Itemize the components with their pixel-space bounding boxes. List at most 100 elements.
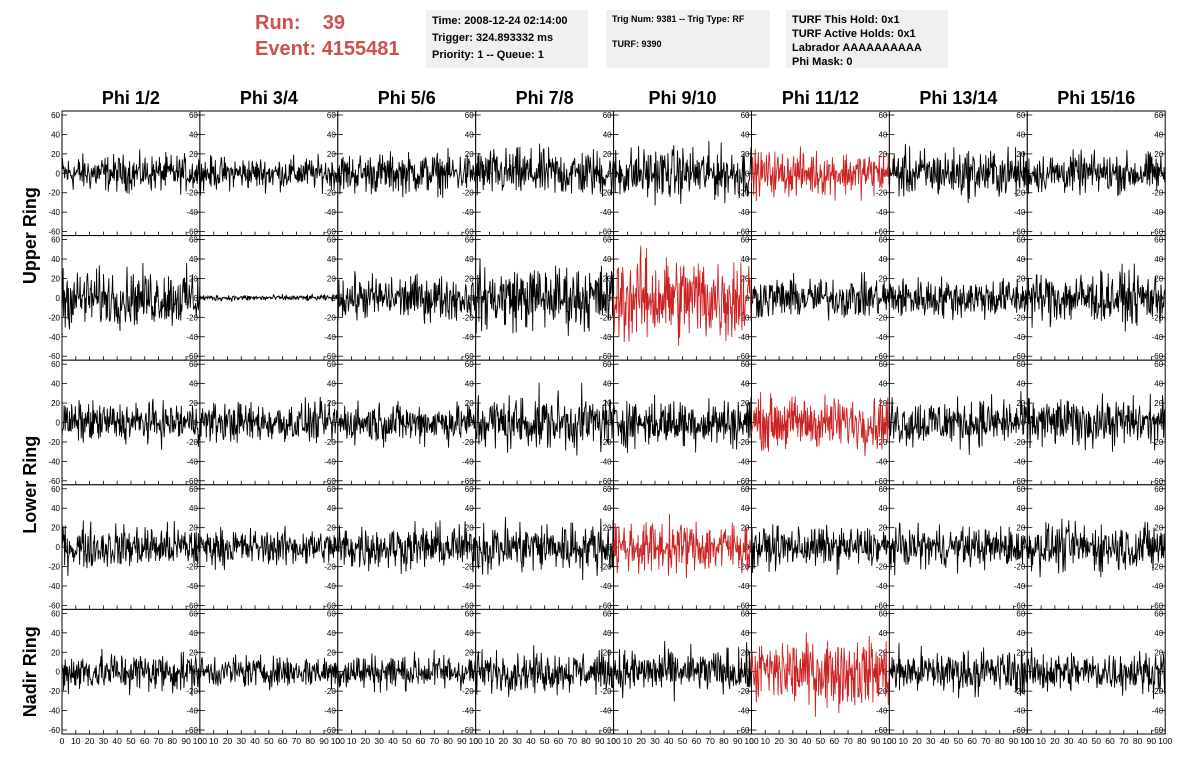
y-tick-label-right: 60 — [189, 485, 198, 494]
time-text: Time: 2008-12-24 02:14:00 — [432, 15, 568, 27]
x-tick-label: 10 — [71, 736, 81, 746]
y-tick-label-right: -20 — [600, 313, 612, 322]
x-tick-label: 20 — [774, 736, 784, 746]
y-tick-label-right: -40 — [600, 707, 612, 716]
y-tick-label-right: -40 — [876, 208, 888, 217]
phi-mask-text: Phi Mask: 0 — [792, 56, 853, 68]
y-tick-label-right: 40 — [603, 629, 612, 638]
y-tick-label-right: -60 — [186, 477, 198, 486]
y-tick-label-right: -20 — [1014, 313, 1026, 322]
y-tick-label-right: 60 — [603, 111, 612, 120]
y-tick-label-right: -40 — [738, 457, 750, 466]
y-tick-label-right: 20 — [878, 274, 887, 283]
y-tick-label-right: 60 — [741, 360, 750, 369]
y-tick-label-right: 60 — [327, 111, 336, 120]
y-tick-label-right: 20 — [603, 648, 612, 657]
y-tick-label-left: 20 — [51, 524, 60, 533]
ring-label: Lower Ring — [20, 436, 40, 534]
y-tick-label-right: -20 — [324, 313, 336, 322]
y-tick-label-right: 40 — [1016, 504, 1025, 513]
y-tick-label-right: 40 — [741, 629, 750, 638]
y-tick-label-right: -40 — [738, 707, 750, 716]
x-tick-label: 80 — [168, 736, 178, 746]
x-tick-label: 50 — [126, 736, 136, 746]
y-tick-label-right: -60 — [876, 477, 888, 486]
x-tick-label: 20 — [223, 736, 233, 746]
x-tick-label: 60 — [416, 736, 426, 746]
y-tick-label-right: -60 — [186, 228, 198, 237]
y-tick-label-right: -20 — [462, 687, 474, 696]
y-tick-label-left: -20 — [48, 563, 60, 572]
y-tick-label-right: 60 — [1154, 236, 1163, 245]
y-tick-label-left: -60 — [48, 601, 60, 610]
run-value: 39 — [322, 12, 346, 34]
waveform-trace — [475, 645, 615, 697]
y-tick-label-right: -60 — [462, 726, 474, 735]
y-tick-label-left: 0 — [56, 668, 61, 677]
y-tick-label-right: 20 — [878, 524, 887, 533]
y-tick-label-right: 40 — [327, 130, 336, 139]
y-tick-label-right: -40 — [186, 333, 198, 342]
y-tick-label-right: -20 — [738, 687, 750, 696]
y-tick-label-left: 20 — [51, 274, 60, 283]
x-tick-label: 100 — [1158, 736, 1172, 746]
y-tick-label-right: 60 — [189, 609, 198, 618]
y-tick-label-right: 40 — [327, 629, 336, 638]
y-tick-label-left: -40 — [48, 457, 60, 466]
waveform-trace — [751, 524, 890, 575]
waveform-trace — [751, 146, 890, 202]
y-tick-label-right: -40 — [1152, 208, 1164, 217]
y-tick-label-right: 40 — [1016, 629, 1025, 638]
waveform-trace — [199, 654, 339, 691]
x-tick-label: 60 — [967, 736, 977, 746]
waveform-trace — [475, 259, 615, 337]
x-tick-label: 20 — [85, 736, 95, 746]
y-tick-label-left: 0 — [56, 294, 61, 303]
y-tick-label-right: -60 — [324, 352, 336, 361]
x-tick-label: 100 — [331, 736, 345, 746]
x-tick-label: 0 — [473, 736, 478, 746]
y-tick-label-right: 60 — [741, 609, 750, 618]
y-tick-label-right: -60 — [876, 352, 888, 361]
y-tick-label-right: -40 — [876, 457, 888, 466]
y-tick-label-right: -40 — [738, 582, 750, 591]
y-tick-label-right: 20 — [1154, 648, 1163, 657]
x-tick-label: 30 — [788, 736, 798, 746]
x-tick-label: 30 — [512, 736, 522, 746]
y-tick-label-left: 40 — [51, 255, 60, 264]
y-tick-label-right: 40 — [465, 380, 474, 389]
y-tick-label-right: 60 — [189, 236, 198, 245]
y-tick-label-left: -20 — [48, 438, 60, 447]
y-tick-label-right: 20 — [189, 648, 198, 657]
y-tick-label-right: -20 — [600, 687, 612, 696]
panel-frame — [475, 235, 615, 361]
y-tick-label-right: 40 — [465, 255, 474, 264]
y-tick-label-right: -40 — [738, 333, 750, 342]
trig-num-text: Trig Num: 9381 -- Trig Type: RF — [612, 14, 745, 24]
panel-frame — [613, 235, 752, 361]
column-header: Phi 11/12 — [782, 88, 859, 108]
column-header: Phi 5/6 — [378, 88, 436, 108]
x-tick-label: 50 — [816, 736, 826, 746]
x-tick-label: 50 — [678, 736, 688, 746]
y-tick-label-right: -40 — [876, 582, 888, 591]
y-tick-label-right: 20 — [1016, 274, 1025, 283]
y-tick-label-right: -60 — [324, 228, 336, 237]
y-tick-label-right: -60 — [1014, 477, 1026, 486]
y-tick-label-left: 0 — [56, 419, 61, 428]
waveform-trace — [613, 514, 752, 579]
y-tick-label-right: -20 — [462, 563, 474, 572]
y-tick-label-right: -60 — [186, 601, 198, 610]
y-tick-label-left: 40 — [51, 380, 60, 389]
x-tick-label: 10 — [623, 736, 633, 746]
y-tick-label-right: -20 — [1152, 313, 1164, 322]
y-tick-label-right: 40 — [741, 380, 750, 389]
waveform-trace — [888, 390, 1028, 455]
y-tick-label-right: 60 — [1154, 360, 1163, 369]
waveform-trace — [337, 270, 477, 324]
x-tick-label: 30 — [1064, 736, 1074, 746]
waveform-trace — [337, 147, 477, 199]
x-tick-label: 50 — [540, 736, 550, 746]
x-tick-label: 10 — [761, 736, 771, 746]
x-tick-label: 10 — [209, 736, 219, 746]
